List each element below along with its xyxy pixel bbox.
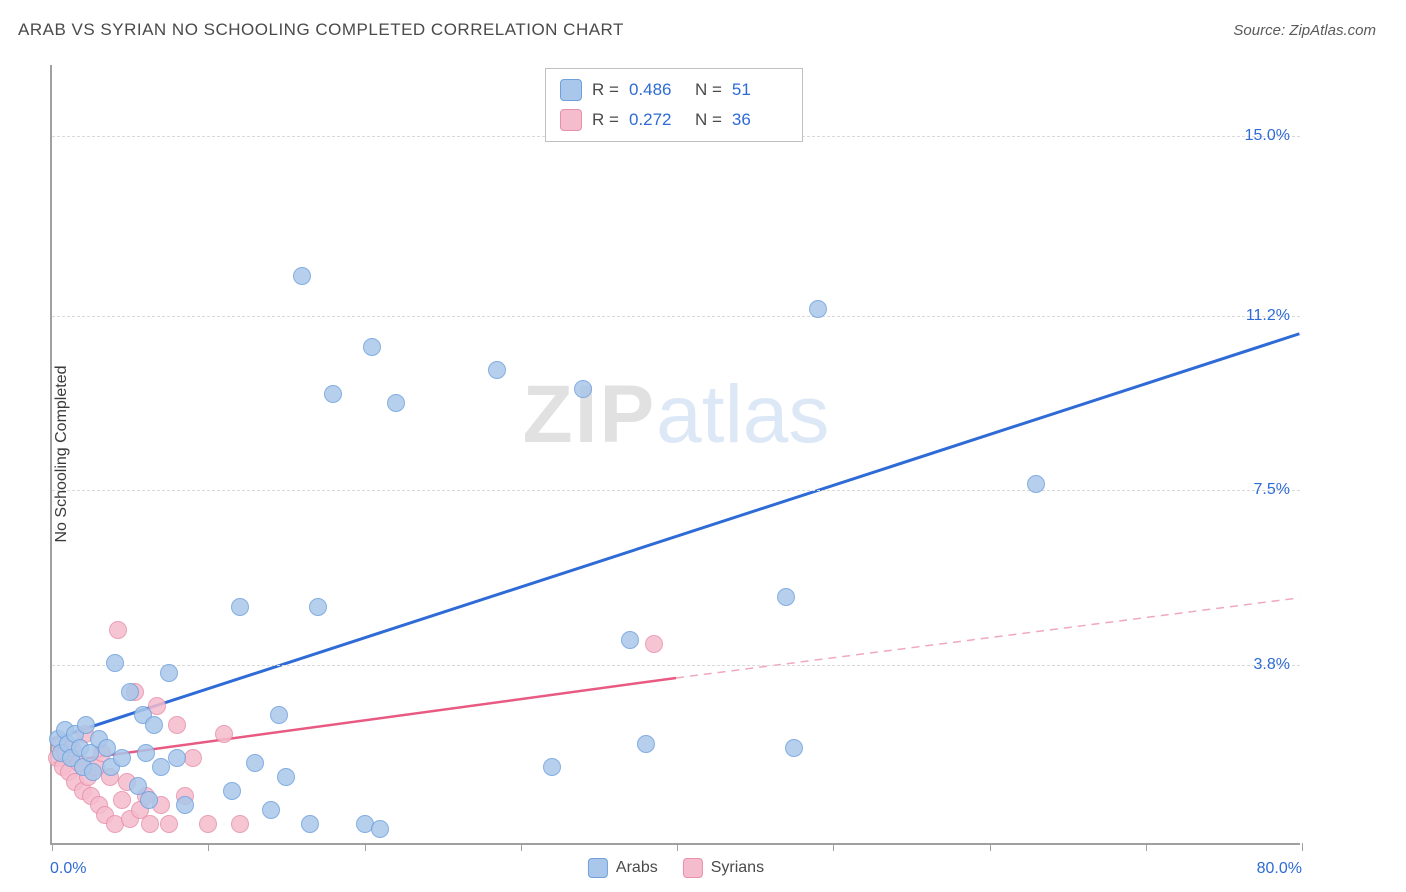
legend-bottom: Arabs Syrians xyxy=(588,858,764,878)
trend-line xyxy=(53,334,1300,740)
x-tick xyxy=(833,843,834,851)
data-point-syrians xyxy=(645,635,663,653)
data-point-syrians xyxy=(109,621,127,639)
data-point-syrians xyxy=(113,791,131,809)
x-axis-max-label: 80.0% xyxy=(1257,860,1302,878)
x-tick xyxy=(677,843,678,851)
data-point-arabs xyxy=(809,300,827,318)
data-point-arabs xyxy=(106,654,124,672)
legend-N-value-arabs: 51 xyxy=(732,80,788,100)
data-point-arabs xyxy=(145,716,163,734)
data-point-arabs xyxy=(543,758,561,776)
data-point-arabs xyxy=(363,338,381,356)
grid-line-h xyxy=(52,665,1300,666)
legend-top: R = 0.486 N = 51 R = 0.272 N = 36 xyxy=(545,68,803,142)
grid-line-h xyxy=(52,490,1300,491)
data-point-arabs xyxy=(371,820,389,838)
y-tick-label: 15.0% xyxy=(1245,127,1290,145)
data-point-arabs xyxy=(785,739,803,757)
legend-R-label: R = xyxy=(592,80,619,100)
data-point-arabs xyxy=(1027,475,1045,493)
legend-bottom-arabs: Arabs xyxy=(588,858,658,878)
x-tick xyxy=(208,843,209,851)
data-point-syrians xyxy=(215,725,233,743)
data-point-arabs xyxy=(113,749,131,767)
scatter-plot-area: No Schooling Completed ZIPatlas Arabs Sy… xyxy=(50,65,1300,845)
y-tick-label: 11.2% xyxy=(1246,307,1290,325)
data-point-arabs xyxy=(168,749,186,767)
data-point-arabs xyxy=(137,744,155,762)
source-name: ZipAtlas.com xyxy=(1289,22,1376,39)
data-point-arabs xyxy=(777,588,795,606)
x-tick xyxy=(1302,843,1303,851)
header-row: ARAB VS SYRIAN NO SCHOOLING COMPLETED CO… xyxy=(18,20,1376,40)
data-point-arabs xyxy=(309,598,327,616)
x-axis-min-label: 0.0% xyxy=(50,860,86,878)
data-point-arabs xyxy=(324,385,342,403)
y-tick-label: 3.8% xyxy=(1254,656,1290,674)
data-point-arabs xyxy=(140,791,158,809)
legend-R-label: R = xyxy=(592,110,619,130)
x-tick xyxy=(52,843,53,851)
data-point-arabs xyxy=(621,631,639,649)
data-point-syrians xyxy=(160,815,178,833)
data-point-arabs xyxy=(574,380,592,398)
legend-label-syrians: Syrians xyxy=(711,859,764,876)
data-point-arabs xyxy=(231,598,249,616)
legend-top-row-syrians: R = 0.272 N = 36 xyxy=(560,105,788,135)
data-point-arabs xyxy=(637,735,655,753)
y-axis-label: No Schooling Completed xyxy=(53,366,71,543)
legend-R-value-syrians: 0.272 xyxy=(629,110,685,130)
data-point-syrians xyxy=(231,815,249,833)
data-point-arabs xyxy=(262,801,280,819)
data-point-syrians xyxy=(141,815,159,833)
data-point-syrians xyxy=(168,716,186,734)
x-tick xyxy=(990,843,991,851)
grid-line-h xyxy=(52,316,1300,317)
legend-R-value-arabs: 0.486 xyxy=(629,80,685,100)
x-tick xyxy=(365,843,366,851)
x-tick xyxy=(1146,843,1147,851)
x-tick xyxy=(521,843,522,851)
legend-label-arabs: Arabs xyxy=(616,859,658,876)
data-point-arabs xyxy=(121,683,139,701)
legend-bottom-syrians: Syrians xyxy=(683,858,764,878)
data-point-syrians xyxy=(184,749,202,767)
legend-swatch-syrians xyxy=(560,109,582,131)
data-point-arabs xyxy=(84,763,102,781)
source-prefix: Source: xyxy=(1233,22,1289,39)
data-point-syrians xyxy=(199,815,217,833)
chart-title: ARAB VS SYRIAN NO SCHOOLING COMPLETED CO… xyxy=(18,20,624,40)
legend-N-value-syrians: 36 xyxy=(732,110,788,130)
trend-lines-svg xyxy=(52,65,1300,843)
watermark-atlas: atlas xyxy=(656,369,829,460)
data-point-arabs xyxy=(387,394,405,412)
data-point-arabs xyxy=(270,706,288,724)
legend-swatch-arabs xyxy=(560,79,582,101)
data-point-arabs xyxy=(246,754,264,772)
data-point-arabs xyxy=(488,361,506,379)
legend-N-label: N = xyxy=(695,80,722,100)
data-point-arabs xyxy=(293,267,311,285)
legend-swatch-arabs xyxy=(588,858,608,878)
data-point-arabs xyxy=(277,768,295,786)
data-point-arabs xyxy=(223,782,241,800)
data-point-arabs xyxy=(176,796,194,814)
legend-N-label: N = xyxy=(695,110,722,130)
y-tick-label: 7.5% xyxy=(1254,481,1290,499)
legend-top-row-arabs: R = 0.486 N = 51 xyxy=(560,75,788,105)
data-point-arabs xyxy=(301,815,319,833)
data-point-arabs xyxy=(160,664,178,682)
source-attribution: Source: ZipAtlas.com xyxy=(1233,22,1376,39)
watermark: ZIPatlas xyxy=(523,368,830,462)
legend-swatch-syrians xyxy=(683,858,703,878)
